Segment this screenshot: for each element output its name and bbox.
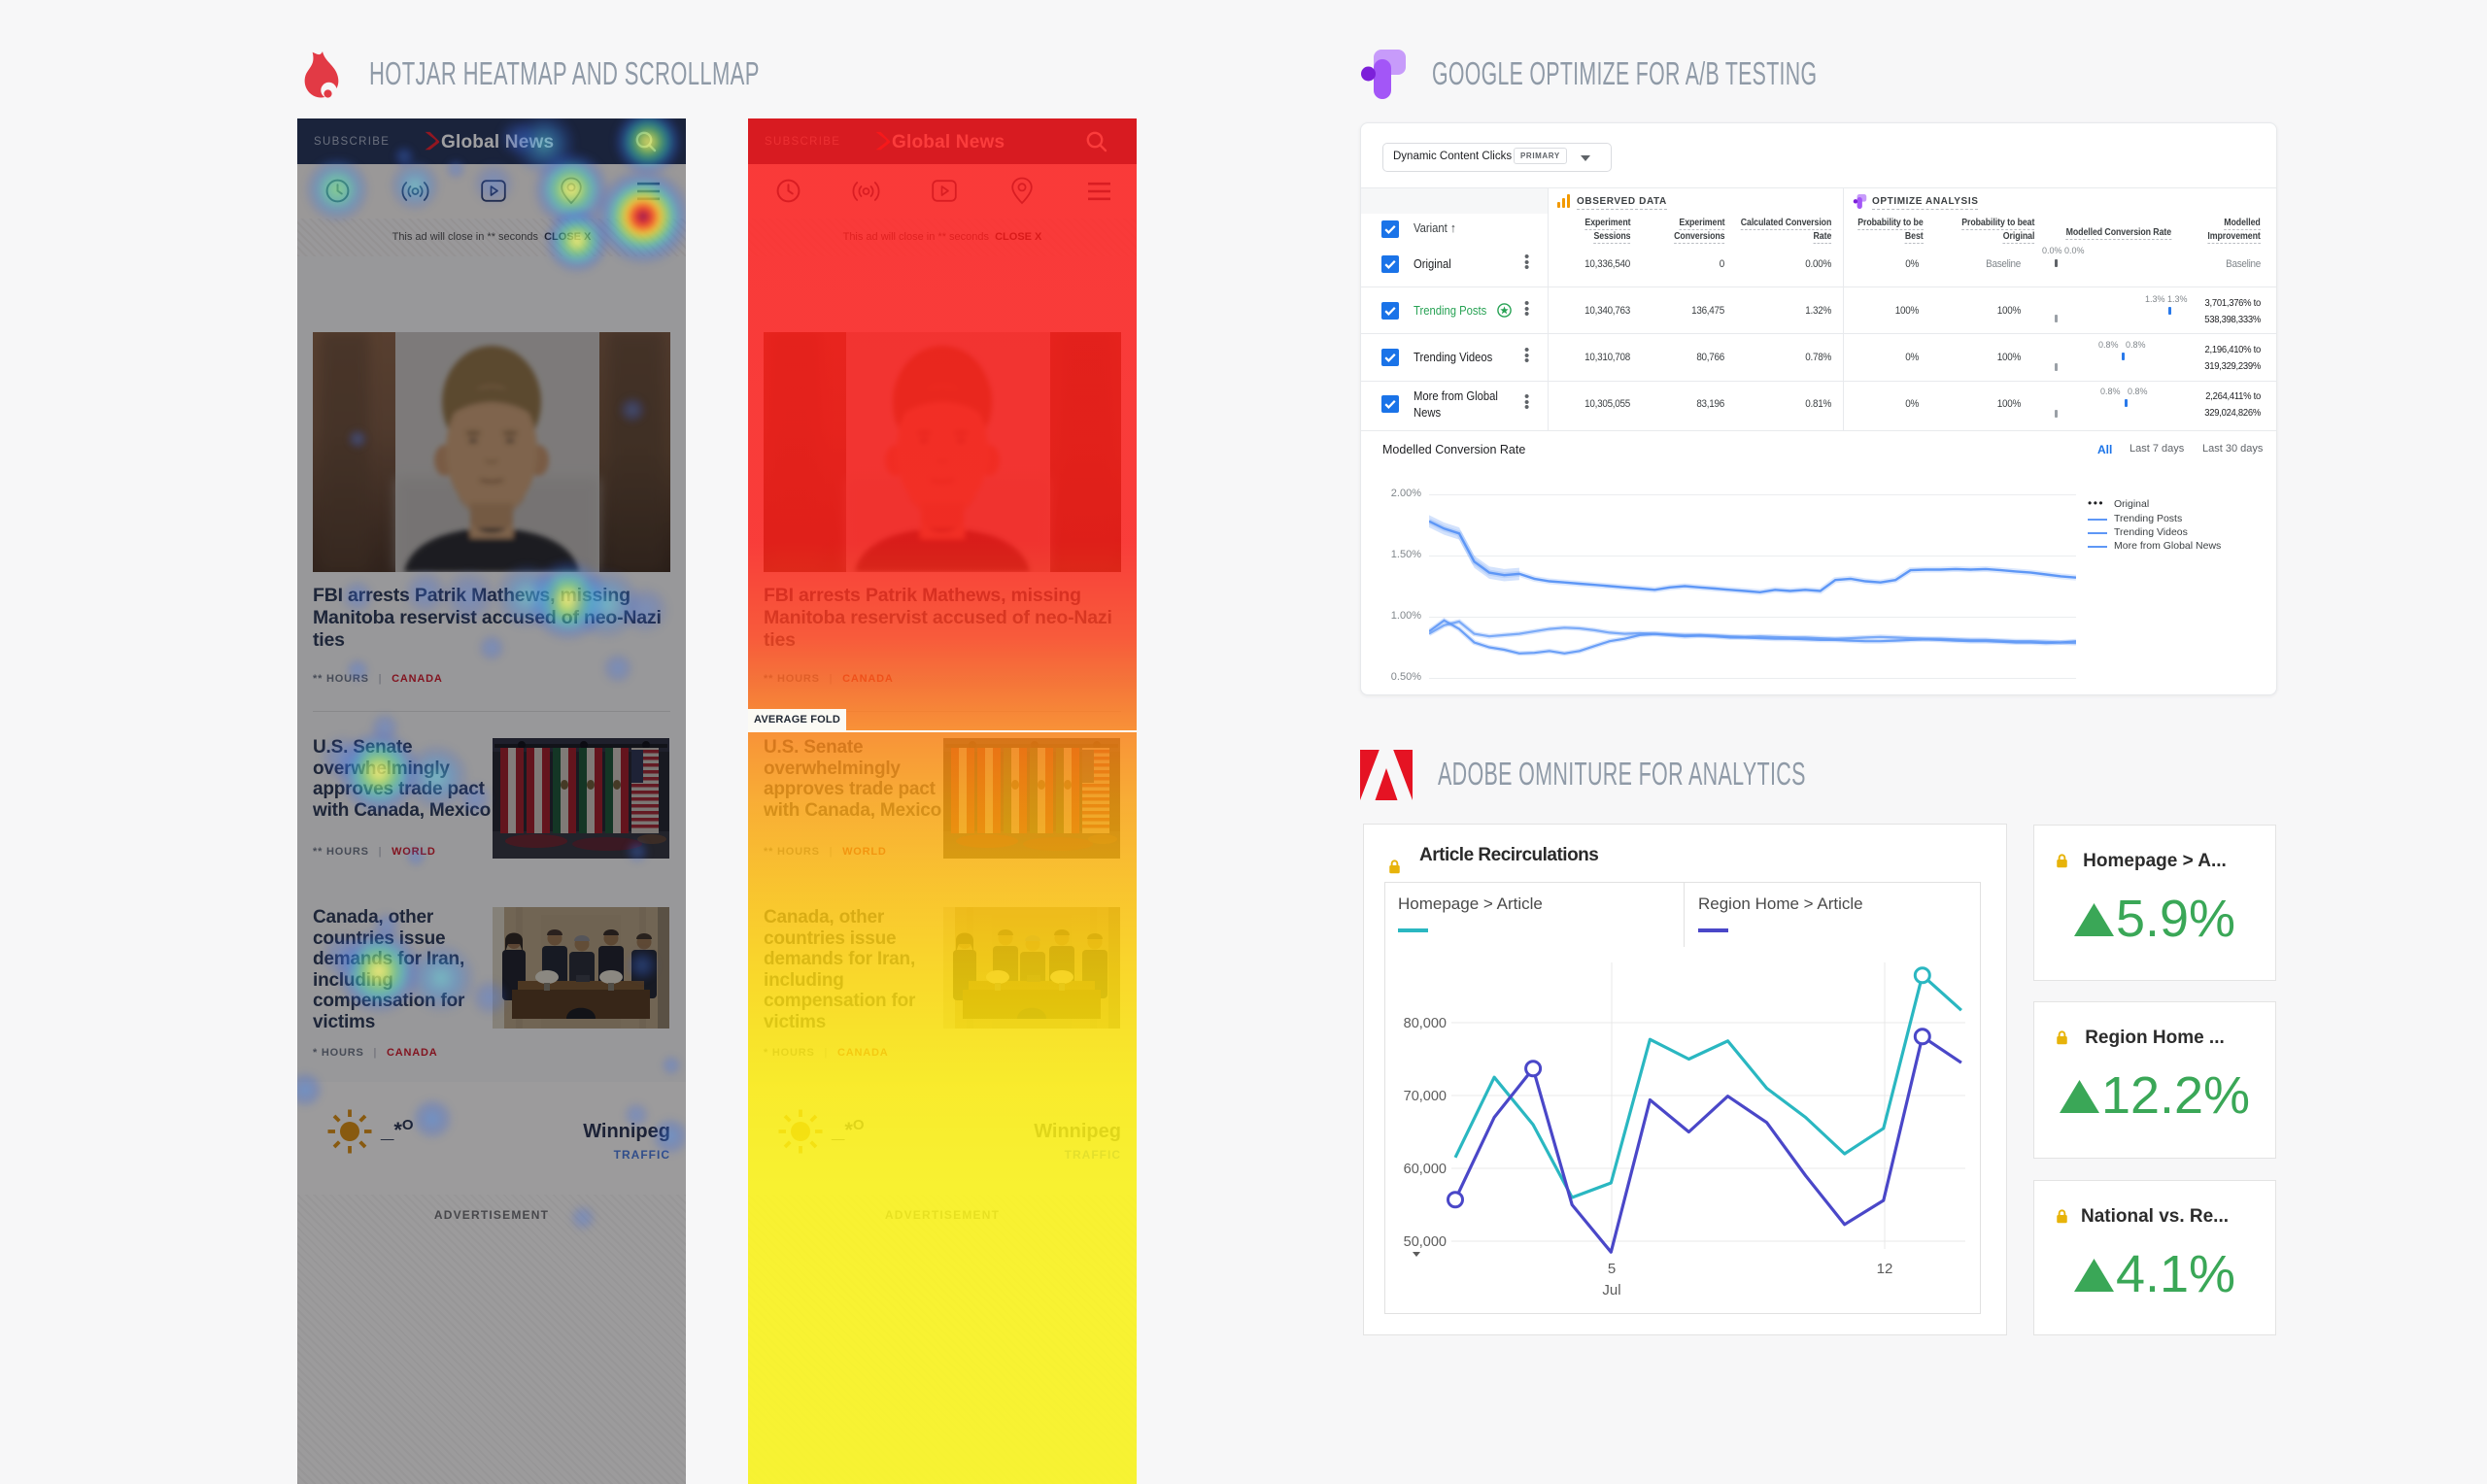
svg-text:Jul: Jul (1602, 1282, 1620, 1298)
svg-text:70,000: 70,000 (1404, 1089, 1447, 1104)
svg-text:5: 5 (1608, 1261, 1616, 1277)
svg-text:50,000: 50,000 (1404, 1234, 1447, 1250)
svg-text:60,000: 60,000 (1404, 1162, 1447, 1177)
svg-text:12: 12 (1877, 1261, 1893, 1277)
svg-text:80,000: 80,000 (1404, 1016, 1447, 1031)
